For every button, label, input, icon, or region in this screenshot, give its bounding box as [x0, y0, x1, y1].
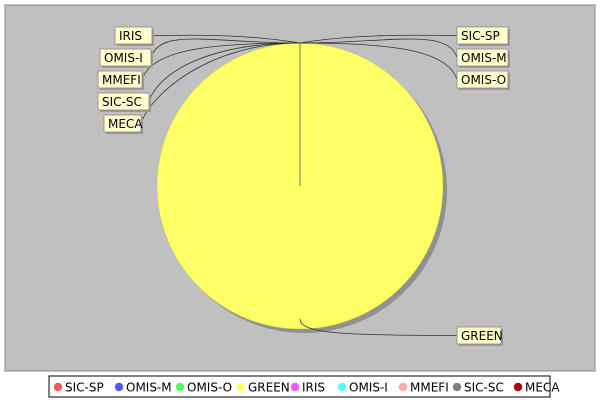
legend-marker-omis-m	[114, 382, 124, 392]
label-link-sic-sp	[299, 34, 458, 44]
label-box-iris	[114, 26, 153, 45]
legend-marker-omis-i	[337, 382, 347, 392]
label-omis-o: OMIS-O	[461, 73, 506, 87]
label-sic-sc: SIC-SC	[102, 95, 142, 109]
legend-marker-green	[236, 382, 246, 392]
label-omis-m: OMIS-M	[461, 51, 507, 65]
pie-slices	[156, 42, 444, 330]
label-link-green	[299, 318, 458, 336]
label-green: GREEN	[461, 329, 503, 343]
label-box-mmefi	[97, 70, 143, 89]
label-box-sic-sc	[97, 92, 150, 111]
label-link-iris	[151, 34, 301, 44]
label-link-sic-sc	[148, 42, 301, 102]
legend-label-omis-o: OMIS-O	[187, 381, 232, 395]
legend-marker-sic-sp	[53, 382, 63, 392]
legend-label-iris: IRIS	[302, 381, 325, 395]
legend-marker-mmefi	[398, 382, 408, 392]
label-iris: IRIS	[119, 29, 142, 43]
label-omis-i: OMIS-I	[104, 51, 143, 65]
label-box-omis-i	[99, 48, 152, 67]
label-link-mmefi	[141, 42, 301, 80]
legend-label-green: GREEN	[248, 381, 290, 395]
label-box-sic-sp	[456, 26, 509, 45]
legend-label-mmefi: MMEFI	[410, 381, 449, 395]
label-box-meca	[103, 114, 142, 133]
legend-marker-meca	[513, 382, 523, 392]
legend-label-omis-i: OMIS-I	[349, 381, 388, 395]
label-link-omis-o	[299, 42, 458, 80]
legend-label-sic-sc: SIC-SC	[464, 381, 504, 395]
legend-label-omis-m: OMIS-M	[126, 381, 172, 395]
legend-marker-iris	[290, 382, 300, 392]
label-link-omis-m	[299, 38, 458, 58]
legend-marker-sic-sc	[452, 382, 462, 392]
slice-labels: SIC-SP OMIS-M OMIS-O GREEN IRIS OMIS-I MMEFI SI…	[97, 26, 510, 346]
legend-label-meca: MECA	[525, 381, 560, 395]
label-link-omis-i	[150, 38, 301, 58]
legend-label-sic-sp: SIC-SP	[65, 381, 104, 395]
label-mmefi: MMEFI	[102, 73, 141, 87]
legend-box	[48, 375, 551, 398]
label-box-omis-o	[456, 70, 509, 89]
label-sic-sp: SIC-SP	[461, 29, 500, 43]
label-box-omis-m	[456, 48, 509, 67]
legend: SIC-SP OMIS-M OMIS-O GREEN IRIS OMIS-I MMEFI SI…	[48, 375, 560, 398]
legend-marker-omis-o	[175, 382, 185, 392]
label-box-green	[456, 326, 502, 345]
label-meca: MECA	[108, 117, 143, 131]
